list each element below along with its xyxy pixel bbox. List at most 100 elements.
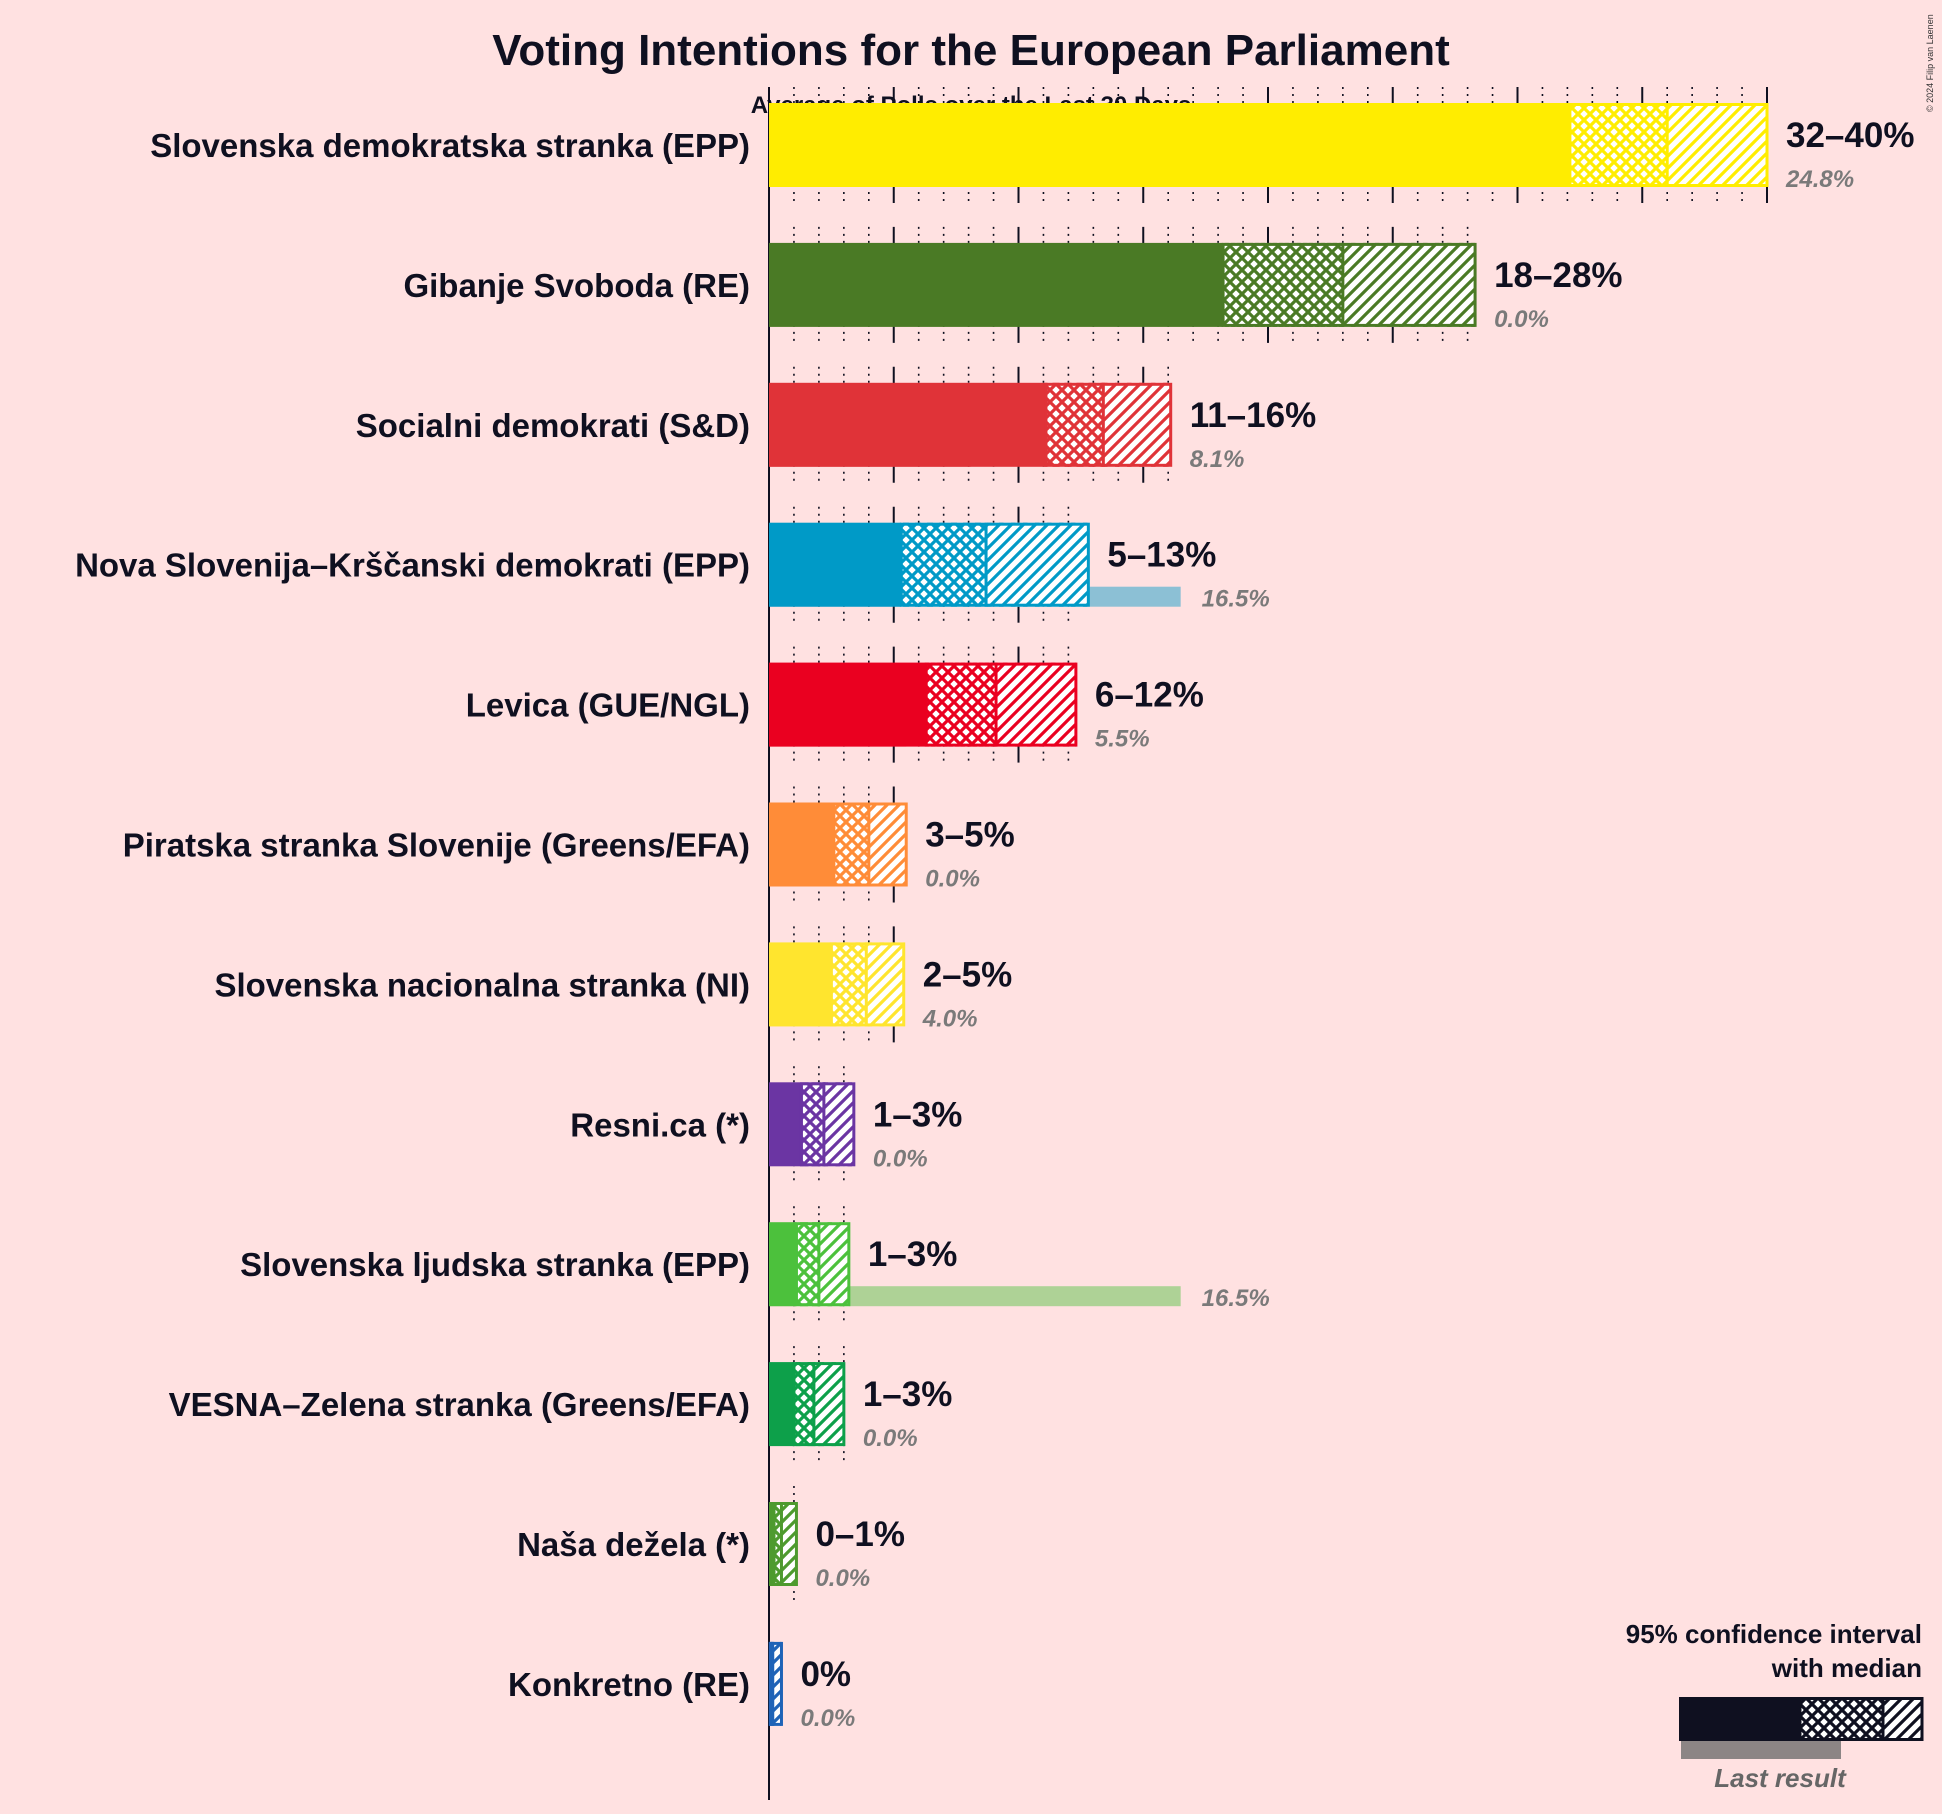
bar-ci-upper xyxy=(866,942,904,1027)
party-label: Slovenska nacionalna stranka (NI) xyxy=(214,966,750,1003)
gridlines xyxy=(768,87,1768,1800)
last-result-label: 8.1% xyxy=(1190,446,1245,473)
bar-solid xyxy=(769,1222,797,1307)
bar-ci-outline xyxy=(924,662,1078,747)
last-result-bar xyxy=(769,1286,1181,1307)
bar-ci-lower xyxy=(1045,382,1104,467)
party-label: Slovenska demokratska stranka (EPP) xyxy=(150,127,750,164)
bar-ci-lower xyxy=(801,1082,824,1167)
party-row: Socialni demokrati (S&D) 11–16% 8.1% xyxy=(356,382,1317,473)
bar-ci-upper xyxy=(996,662,1076,747)
party-row: Slovenska ljudska stranka (EPP) 1–3% 16.5% xyxy=(240,1222,1270,1312)
bar-solid xyxy=(769,802,834,887)
party-label: Piratska stranka Slovenije (Greens/EFA) xyxy=(123,827,750,864)
bar-ci-lower xyxy=(773,1502,782,1586)
bar-ci-outline xyxy=(792,1362,846,1447)
range-label: 0% xyxy=(800,1655,851,1694)
chart-title: Voting Intentions for the European Parli… xyxy=(492,26,1450,75)
bar-ci-upper xyxy=(813,1362,844,1447)
bar-ci-lower xyxy=(833,802,869,887)
bar-solid xyxy=(769,522,902,607)
last-result-label: 0.0% xyxy=(800,1705,855,1732)
legend-diagonal xyxy=(1883,1697,1923,1741)
legend-solid-bar xyxy=(1679,1697,1799,1741)
party-row: Levica (GUE/NGL) 6–12% 5.5% xyxy=(466,662,1204,753)
bar-solid xyxy=(769,1502,774,1586)
range-label: 2–5% xyxy=(923,955,1013,994)
party-label: Resni.ca (*) xyxy=(570,1106,750,1143)
bar-ci-lower xyxy=(1569,103,1668,187)
last-result-label: 0.0% xyxy=(1494,306,1549,333)
legend-line-1: 95% confidence interval xyxy=(1626,1619,1922,1649)
legend-crosshatch xyxy=(1799,1697,1883,1741)
party-row: Slovenska demokratska stranka (EPP) 32–40… xyxy=(150,103,1914,193)
party-label: Socialni demokrati (S&D) xyxy=(356,407,750,444)
bar-ci-outline xyxy=(772,1502,798,1586)
last-result-label: 16.5% xyxy=(1202,1285,1270,1312)
party-row: Resni.ca (*) 1–3% 0.0% xyxy=(570,1082,962,1172)
last-result-label: 0.0% xyxy=(863,1425,918,1452)
legend-line-2: with median xyxy=(1771,1653,1922,1683)
range-label: 0–1% xyxy=(815,1515,905,1554)
bar-ci-outline xyxy=(799,1082,856,1167)
last-result-label: 0.0% xyxy=(925,866,980,893)
copyright-notice: © 2024 Filip van Laenen xyxy=(1925,14,1935,112)
range-label: 3–5% xyxy=(925,816,1015,855)
bar-ci-upper xyxy=(1103,382,1171,467)
party-row: Konkretno (RE) 0% 0.0% xyxy=(508,1641,855,1732)
range-label: 1–3% xyxy=(868,1235,958,1274)
range-label: 11–16% xyxy=(1190,396,1317,435)
bar-ci-upper xyxy=(1342,242,1476,327)
bar-solid xyxy=(769,1362,794,1447)
bar-solid xyxy=(769,662,927,747)
party-label: Naša dežela (*) xyxy=(517,1526,750,1563)
range-label: 32–40% xyxy=(1786,116,1914,155)
bar-solid xyxy=(769,103,1570,187)
bar-ci-outline xyxy=(1221,242,1477,327)
bar-ci-upper xyxy=(781,1502,797,1586)
range-label: 1–3% xyxy=(863,1375,953,1414)
bar-ci-lower xyxy=(796,1222,819,1307)
bar-ci-lower xyxy=(926,662,997,747)
last-result-label: 0.0% xyxy=(873,1145,928,1172)
party-label: Levica (GUE/NGL) xyxy=(466,687,750,724)
bar-ci-lower xyxy=(1223,242,1343,327)
range-label: 6–12% xyxy=(1095,676,1204,715)
last-result-label: 24.8% xyxy=(1785,166,1854,193)
bar-ci-upper xyxy=(1667,103,1767,187)
party-row: VESNA–Zelena stranka (Greens/EFA) 1–3% 0.0… xyxy=(169,1362,953,1452)
bar-solid xyxy=(769,942,832,1027)
range-label: 1–3% xyxy=(873,1095,963,1134)
legend-last-result-label: Last result xyxy=(1714,1763,1847,1793)
last-result-label: 16.5% xyxy=(1202,586,1270,613)
party-row: Nova Slovenija–Krščanski demokrati (EPP)… xyxy=(75,522,1270,613)
party-label: Gibanje Svoboda (RE) xyxy=(403,267,750,304)
party-label: Konkretno (RE) xyxy=(508,1666,750,1703)
bar-ci-outline xyxy=(1044,382,1173,467)
bar-ci-upper xyxy=(772,1641,782,1726)
bar-ci-upper xyxy=(823,1082,854,1167)
party-row: Slovenska nacionalna stranka (NI) 2–5% 4.0… xyxy=(214,942,1012,1032)
bar-ci-lower xyxy=(901,522,987,607)
last-result-label: 4.0% xyxy=(922,1005,978,1032)
party-row: Piratska stranka Slovenije (Greens/EFA) 3… xyxy=(123,802,1015,893)
bar-ci-upper xyxy=(868,802,907,887)
legend-outline xyxy=(1798,1697,1924,1741)
party-label: Nova Slovenija–Krščanski demokrati (EPP) xyxy=(75,547,750,584)
last-result-label: 5.5% xyxy=(1095,726,1150,753)
range-label: 18–28% xyxy=(1494,256,1622,295)
range-label: 5–13% xyxy=(1107,536,1216,575)
bar-ci-upper xyxy=(986,522,1089,607)
bar-solid xyxy=(769,1082,802,1167)
bar-solid xyxy=(769,382,1046,467)
party-label: Slovenska ljudska stranka (EPP) xyxy=(240,1246,750,1283)
party-row: Naša dežela (*) 0–1% 0.0% xyxy=(517,1502,905,1592)
bar-ci-lower xyxy=(831,942,867,1027)
bar-ci-outline xyxy=(794,1222,851,1307)
bar-ci-upper xyxy=(818,1222,849,1307)
party-label: VESNA–Zelena stranka (Greens/EFA) xyxy=(169,1386,750,1423)
bars: Slovenska demokratska stranka (EPP) 32–40… xyxy=(75,103,1914,1732)
bar-ci-lower xyxy=(793,1362,814,1447)
bar-ci-outline xyxy=(768,1641,783,1726)
